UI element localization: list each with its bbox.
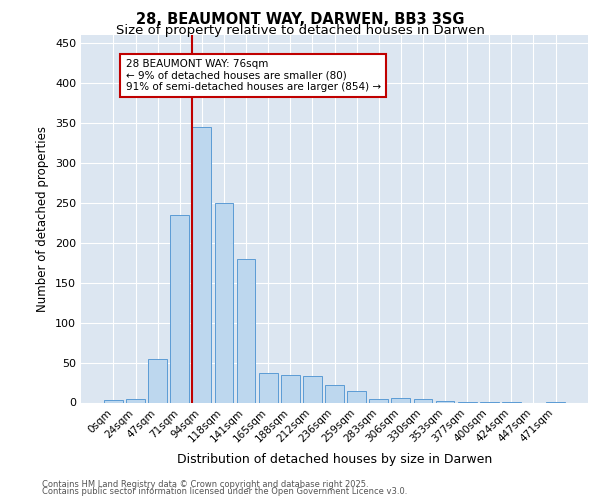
Bar [148, 358, 167, 403]
Bar [281, 374, 299, 402]
Bar [104, 400, 123, 402]
Bar [236, 258, 256, 402]
Bar [193, 127, 211, 402]
Bar [391, 398, 410, 402]
Bar [259, 373, 278, 402]
Text: 28 BEAUMONT WAY: 76sqm
← 9% of detached houses are smaller (80)
91% of semi-deta: 28 BEAUMONT WAY: 76sqm ← 9% of detached … [125, 59, 381, 92]
Bar [126, 400, 145, 402]
Bar [215, 203, 233, 402]
Bar [436, 401, 454, 402]
Bar [303, 376, 322, 402]
Y-axis label: Number of detached properties: Number of detached properties [37, 126, 49, 312]
Bar [413, 400, 433, 402]
Bar [370, 398, 388, 402]
X-axis label: Distribution of detached houses by size in Darwen: Distribution of detached houses by size … [177, 452, 492, 466]
Text: Contains HM Land Registry data © Crown copyright and database right 2025.: Contains HM Land Registry data © Crown c… [42, 480, 368, 489]
Bar [347, 392, 366, 402]
Text: 28, BEAUMONT WAY, DARWEN, BB3 3SG: 28, BEAUMONT WAY, DARWEN, BB3 3SG [136, 12, 464, 28]
Text: Size of property relative to detached houses in Darwen: Size of property relative to detached ho… [116, 24, 484, 37]
Bar [170, 215, 189, 402]
Bar [325, 385, 344, 402]
Text: Contains public sector information licensed under the Open Government Licence v3: Contains public sector information licen… [42, 488, 407, 496]
